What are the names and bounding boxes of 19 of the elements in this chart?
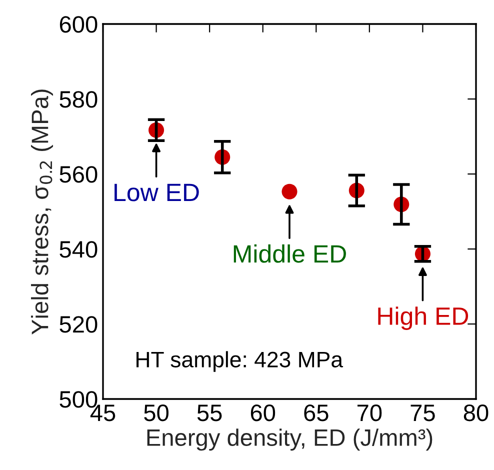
x-tick-label: 55 bbox=[197, 404, 222, 422]
x-tick-label: 70 bbox=[358, 404, 382, 422]
annotation: High ED bbox=[378, 306, 468, 330]
annotation: HT sample: 423 MPa bbox=[136, 351, 344, 372]
x-tick-label: 75 bbox=[410, 404, 435, 422]
x-axis-title: Energy density, ED (J/mm³) bbox=[147, 428, 432, 451]
y-axis-title: Yield stress, σ$_{0.2}$ (MPa) bbox=[31, 90, 53, 334]
point bbox=[282, 184, 298, 200]
annotation: Low ED bbox=[114, 184, 199, 202]
x-tick-label: 65 bbox=[304, 404, 328, 422]
y-tick-label: 520 bbox=[60, 316, 98, 333]
y-tick-label: 560 bbox=[60, 166, 98, 183]
annotation: Middle ED bbox=[234, 244, 346, 263]
x-tick-label: 60 bbox=[250, 404, 276, 422]
x-tick-label: 80 bbox=[464, 404, 488, 422]
x-tick-label: 50 bbox=[144, 404, 168, 422]
y-tick-label: 540 bbox=[60, 241, 98, 258]
y-tick-label: 580 bbox=[60, 91, 98, 108]
y-tick-label: 600 bbox=[60, 16, 98, 33]
